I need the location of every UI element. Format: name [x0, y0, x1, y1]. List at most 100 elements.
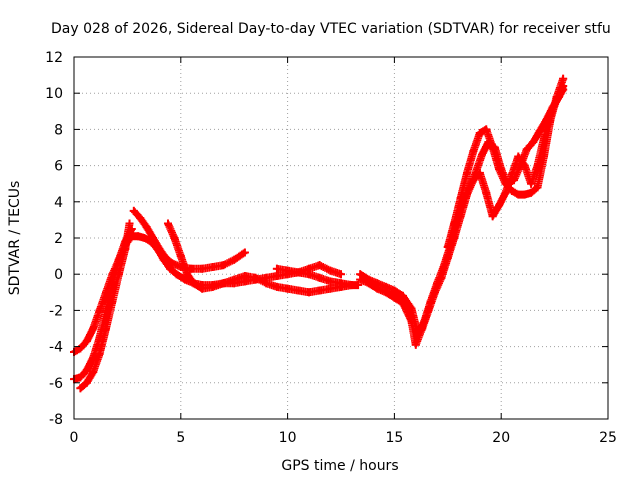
y-axis-label: SDTVAR / TECUs [7, 181, 23, 296]
x-tick-label: 25 [599, 430, 617, 446]
data-point [121, 244, 130, 253]
data-point [533, 183, 542, 192]
data-point [326, 266, 335, 275]
data-point [463, 168, 472, 177]
data-point [475, 168, 484, 177]
data-point [520, 161, 529, 170]
data-point [262, 279, 271, 288]
data-point [183, 270, 192, 279]
data-point [488, 143, 497, 152]
data-point [546, 116, 555, 125]
data-point [390, 286, 399, 295]
data-point [364, 279, 373, 288]
data-point [552, 92, 561, 101]
data-point [373, 284, 382, 293]
data-point [230, 255, 239, 264]
x-tick-label: 20 [492, 430, 510, 446]
data-point [230, 275, 239, 284]
data-point [82, 378, 91, 387]
data-point [418, 324, 427, 333]
data-point [170, 234, 179, 242]
data-point [520, 190, 529, 199]
data-point [495, 165, 504, 174]
data-point [82, 337, 91, 346]
data-point [337, 282, 345, 291]
data-point [163, 219, 172, 228]
data-point [443, 243, 452, 252]
x-tick-labels: 0 5 10 15 20 25 [70, 430, 617, 446]
data-point [475, 129, 484, 138]
data-point [507, 170, 516, 179]
data-point [208, 262, 217, 271]
data-point [514, 152, 523, 161]
data-point [407, 317, 416, 326]
data-point [450, 219, 459, 228]
data-point [95, 349, 104, 358]
data-point [102, 324, 111, 333]
data-points [70, 74, 568, 393]
data-point [522, 145, 531, 154]
data-point [76, 373, 85, 382]
data-point [390, 293, 399, 302]
data-point [176, 252, 185, 261]
data-point [168, 259, 177, 268]
data-point [559, 74, 568, 83]
x-tick-label: 15 [385, 430, 403, 446]
x-tick-label: 10 [279, 430, 297, 446]
data-point [89, 324, 98, 333]
y-tick-label: -6 [49, 376, 63, 392]
data-point [443, 253, 452, 262]
series-track-e [163, 219, 356, 297]
data-point [398, 291, 407, 300]
series-track-f [272, 261, 345, 279]
data-point [477, 150, 486, 159]
data-point [125, 219, 134, 228]
data-point [482, 125, 491, 134]
series-track-h [356, 85, 568, 349]
y-tick-label: -2 [49, 303, 63, 319]
plus-markers [443, 74, 568, 252]
data-point [240, 248, 249, 257]
y-tick-labels: -8 -6 -4 -2 0 2 4 6 8 10 12 [45, 50, 63, 428]
data-point [136, 214, 145, 223]
data-point [272, 282, 281, 291]
data-point [89, 367, 98, 376]
data-point [283, 266, 292, 275]
data-point [140, 234, 149, 242]
data-point [326, 284, 335, 293]
data-point [469, 176, 478, 185]
series-track-i [443, 74, 568, 252]
data-point [315, 261, 324, 270]
data-point [501, 179, 510, 188]
data-point [411, 340, 420, 349]
data-point [304, 264, 313, 273]
data-point [114, 270, 123, 279]
series-track-c [76, 219, 134, 393]
data-point [304, 288, 313, 297]
data-point [469, 147, 478, 156]
data-point [198, 284, 207, 293]
data-point [172, 270, 181, 279]
data-point [501, 188, 510, 197]
data-point [356, 275, 365, 284]
data-point [82, 366, 91, 375]
data-point [166, 264, 175, 273]
data-point [189, 279, 198, 288]
data-point [272, 264, 281, 273]
data-point [129, 206, 138, 215]
data-point [294, 286, 303, 295]
data-point [251, 273, 260, 282]
data-point [527, 179, 536, 188]
y-tick-label: 4 [54, 195, 63, 211]
data-point [527, 188, 536, 197]
data-point [482, 188, 491, 197]
data-point [539, 152, 548, 161]
data-point [326, 277, 335, 286]
grid [74, 57, 608, 419]
data-point [347, 281, 356, 290]
data-point [198, 264, 207, 273]
x-tick-label: 0 [70, 430, 79, 446]
data-point [134, 232, 143, 241]
data-point [488, 212, 497, 221]
data-point [424, 306, 433, 315]
